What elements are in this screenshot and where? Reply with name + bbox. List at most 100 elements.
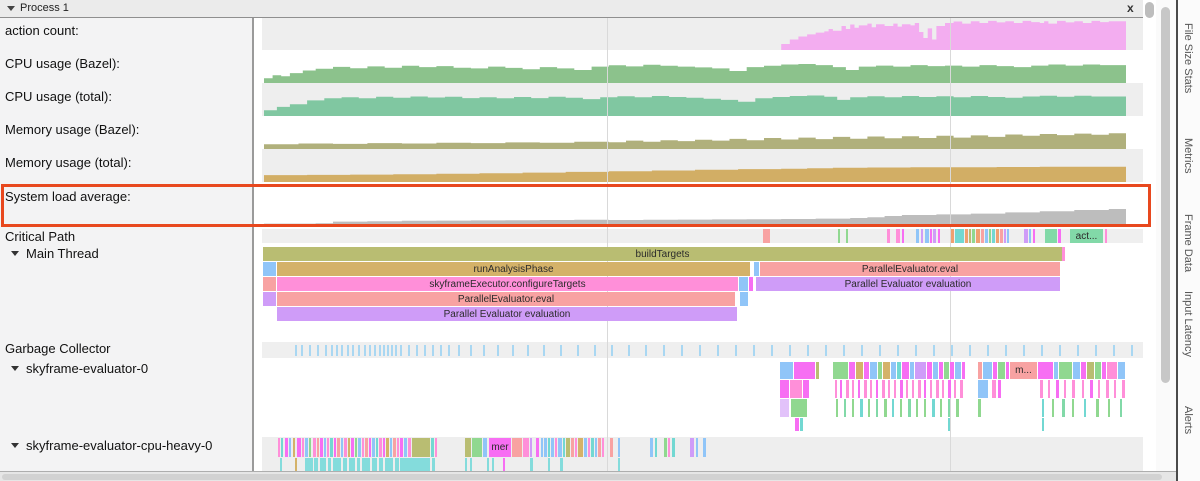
tab-file-size-stats[interactable]: File Size Stats — [1182, 23, 1194, 94]
evaluator0-slice[interactable] — [868, 399, 870, 417]
critical-path-slice[interactable] — [996, 229, 999, 243]
cpu-heavy-slice[interactable] — [343, 458, 347, 471]
gc-tick[interactable] — [753, 345, 755, 356]
evaluator0-slice[interactable] — [906, 380, 908, 398]
gc-tick[interactable] — [352, 345, 354, 356]
evaluator0-slice[interactable] — [852, 380, 854, 398]
gc-tick[interactable] — [408, 345, 410, 356]
evaluator0-slice[interactable] — [992, 380, 996, 398]
evaluator0-slice[interactable] — [795, 418, 799, 431]
evaluator0-slice[interactable] — [1082, 380, 1084, 398]
cpu-heavy-slice[interactable] — [435, 438, 437, 457]
evaluator0-slice[interactable] — [998, 380, 1001, 398]
cpu-heavy-slice[interactable] — [578, 438, 583, 457]
cpu-heavy-slice[interactable] — [598, 438, 601, 457]
gc-tick[interactable] — [915, 345, 917, 356]
critical-path-slice[interactable] — [1033, 229, 1035, 243]
critical-path-slice[interactable] — [838, 229, 840, 243]
evaluator0-slice[interactable] — [933, 362, 938, 379]
gc-tick[interactable] — [594, 345, 596, 356]
main-thread-slice[interactable] — [754, 262, 759, 276]
evaluator0-slice[interactable] — [918, 380, 921, 398]
cpu-heavy-slice[interactable] — [618, 458, 620, 471]
main-thread-slice[interactable] — [263, 277, 276, 291]
evaluator0-slice[interactable] — [882, 380, 885, 398]
evaluator0-slice[interactable] — [993, 362, 997, 379]
cpu-heavy-slice[interactable] — [372, 438, 375, 457]
gc-tick[interactable] — [933, 345, 935, 356]
cpu-heavy-slice[interactable] — [492, 458, 494, 471]
cpu-heavy-slice[interactable] — [320, 458, 326, 471]
gc-tick[interactable] — [295, 345, 297, 356]
critical-path-slice[interactable] — [887, 229, 890, 243]
panel-divider[interactable] — [252, 17, 254, 471]
cpu-heavy-slice[interactable] — [512, 438, 522, 457]
cpu-heavy-slice[interactable] — [668, 438, 670, 457]
expander-triangle-icon[interactable] — [11, 366, 19, 371]
cpu-heavy-slice[interactable] — [327, 438, 329, 457]
evaluator0-slice[interactable] — [849, 362, 855, 379]
track-label-skyframe-evaluator-0[interactable]: skyframe-evaluator-0 — [11, 361, 148, 376]
evaluator0-slice[interactable] — [927, 362, 932, 379]
timeline-area[interactable]: act... buildTargets runAnalysisPhase Parall… — [0, 0, 1143, 471]
tab-frame-data[interactable]: Frame Data — [1182, 214, 1194, 273]
cpu-heavy-slice[interactable] — [610, 438, 613, 457]
cpu-heavy-slice[interactable] — [337, 438, 340, 457]
gc-tick[interactable] — [383, 345, 385, 356]
critical-path-slice[interactable] — [925, 229, 929, 243]
cpu-heavy-slice[interactable] — [465, 438, 471, 457]
evaluator0-slice[interactable] — [1087, 362, 1094, 379]
gc-tick[interactable] — [395, 345, 397, 356]
critical-path-slice[interactable] — [1105, 229, 1107, 243]
critical-path-slice[interactable]: act... — [1070, 229, 1103, 243]
evaluator0-slice[interactable] — [833, 362, 848, 379]
main-thread-slice[interactable] — [739, 277, 748, 291]
gc-tick[interactable] — [843, 345, 845, 356]
gc-tick[interactable] — [483, 345, 485, 356]
gc-tick[interactable] — [1059, 345, 1061, 356]
evaluator0-slice[interactable] — [942, 380, 944, 398]
gc-tick[interactable] — [301, 345, 303, 356]
cpu-heavy-slice[interactable] — [503, 458, 505, 471]
evaluator0-slice[interactable] — [948, 380, 951, 398]
cpu-heavy-slice[interactable] — [309, 438, 311, 457]
cpu-heavy-slice[interactable] — [348, 438, 350, 457]
tab-input-latency[interactable]: Input Latency — [1182, 291, 1194, 358]
counter-chart-sys_load[interactable] — [264, 182, 1126, 226]
evaluator0-slice[interactable] — [1072, 399, 1074, 417]
evaluator0-slice[interactable] — [1048, 380, 1050, 398]
evaluator0-slice[interactable] — [790, 380, 802, 398]
main-thread-slice[interactable] — [1062, 247, 1065, 261]
evaluator0-slice[interactable] — [1052, 399, 1054, 417]
gc-tick[interactable] — [309, 345, 311, 356]
evaluator0-slice[interactable] — [1073, 362, 1080, 379]
gc-tick[interactable] — [387, 345, 389, 356]
critical-path-slice[interactable] — [1000, 229, 1003, 243]
gc-tick[interactable] — [807, 345, 809, 356]
gc-tick[interactable] — [358, 345, 360, 356]
evaluator0-slice[interactable] — [1054, 362, 1058, 379]
evaluator0-slice[interactable] — [916, 399, 918, 417]
cpu-heavy-slice[interactable] — [431, 438, 434, 457]
gc-tick[interactable] — [416, 345, 418, 356]
cpu-heavy-slice[interactable] — [320, 438, 323, 457]
cpu-heavy-slice[interactable] — [563, 438, 565, 457]
evaluator0-slice[interactable] — [930, 380, 932, 398]
cpu-heavy-slice[interactable] — [358, 438, 361, 457]
main-thread-slice[interactable] — [749, 277, 753, 291]
evaluator0-slice[interactable] — [1038, 362, 1053, 379]
track-label-skyframe-evaluator-cpu-heavy-0[interactable]: skyframe-evaluator-cpu-heavy-0 — [11, 438, 212, 453]
counter-chart-cpu_bazel[interactable] — [264, 50, 1126, 83]
evaluator0-slice[interactable] — [883, 362, 890, 379]
gc-tick[interactable] — [789, 345, 791, 356]
vertical-scrollbar-thumb[interactable] — [1161, 7, 1170, 383]
evaluator0-slice[interactable] — [1106, 380, 1109, 398]
cpu-heavy-slice[interactable] — [278, 438, 280, 457]
cpu-heavy-slice[interactable] — [400, 438, 403, 457]
evaluator0-slice[interactable] — [803, 380, 809, 398]
cpu-heavy-slice[interactable] — [390, 438, 392, 457]
cpu-heavy-slice[interactable] — [551, 438, 554, 457]
cpu-heavy-slice[interactable] — [544, 438, 547, 457]
cpu-heavy-slice[interactable] — [379, 458, 383, 471]
evaluator0-slice[interactable] — [800, 418, 803, 431]
